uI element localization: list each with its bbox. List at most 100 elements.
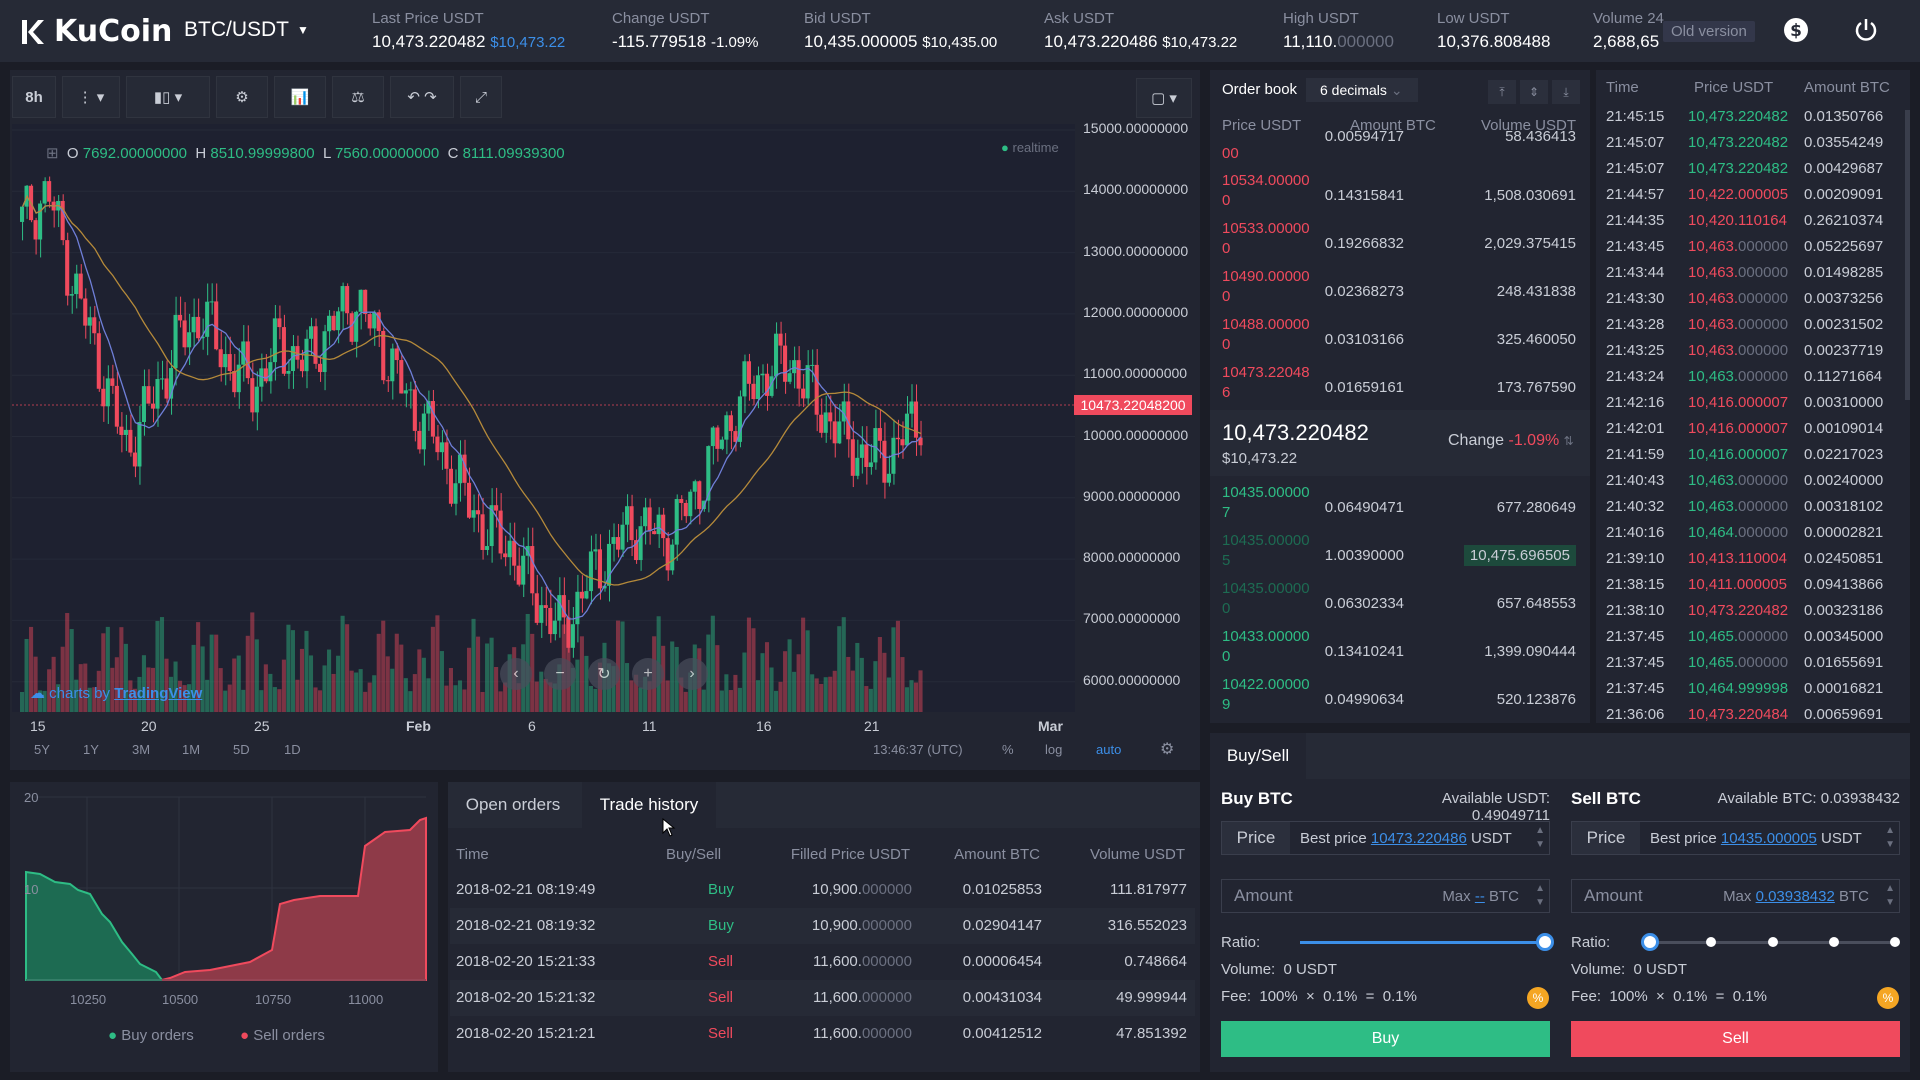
discount-badge-icon[interactable]: % <box>1527 987 1549 1009</box>
stepper-icon[interactable]: ▲ ▼ <box>1535 883 1545 908</box>
buy-max: Max -- BTC <box>1442 888 1519 905</box>
sell-ratio-slider[interactable] <box>1641 933 1900 951</box>
trade-time: 21:45:07 <box>1606 160 1665 177</box>
stepper-icon[interactable]: ▲ ▼ <box>1535 825 1545 850</box>
tradingview-attribution[interactable]: ☁ charts by TradingView <box>30 685 203 702</box>
reset-icon[interactable]: ↻ <box>588 658 620 690</box>
view-bids-icon[interactable]: ⤓ <box>1552 80 1580 104</box>
tab-open-orders[interactable]: Open orders <box>465 795 561 814</box>
table-row[interactable]: 2018-02-20 15:21:33 Sell 11,600.000000 0.00… <box>450 944 1195 980</box>
buy-best-price-link[interactable]: 10473.220486 <box>1370 830 1467 847</box>
percent-toggle[interactable]: % <box>1002 742 1014 757</box>
settings-icon[interactable]: ⚙ <box>216 76 268 118</box>
ask-volume: 248.431838 <box>1496 283 1576 300</box>
depth-x-tick: 10500 <box>162 992 199 1007</box>
slider-handle[interactable] <box>1536 933 1554 951</box>
orderbook-bid-row[interactable]: 10422.000009 0.04990634 520.123876 <box>1210 675 1590 723</box>
zoom-in-icon[interactable]: + <box>632 658 664 690</box>
buy-button[interactable]: Buy <box>1221 1021 1550 1057</box>
candle <box>308 317 314 712</box>
old-version-button[interactable]: Old version <box>1663 21 1755 42</box>
interval-dropdown[interactable]: ⋮ ▾ <box>62 76 120 118</box>
table-row[interactable]: 2018-02-21 08:19:49 Buy 10,900.000000 0.010… <box>450 872 1195 908</box>
trade-time: 21:45:07 <box>1606 134 1665 151</box>
power-icon[interactable] <box>1853 17 1879 43</box>
tab-trade-history[interactable]: Trade history <box>582 782 716 828</box>
candle <box>611 523 616 712</box>
pair-selector[interactable]: BTC/USDT ▼ <box>184 18 309 42</box>
interval-button[interactable]: 8h <box>12 76 56 118</box>
trade-row: 21:45:07 10,473.220482 0.03554249 <box>1600 131 1900 157</box>
buy-max-link[interactable]: -- <box>1474 888 1485 905</box>
decimals-select[interactable]: 6 decimals ⌄ <box>1306 78 1418 102</box>
table-row[interactable]: 2018-02-21 08:19:32 Buy 10,900.000000 0.029… <box>450 908 1195 944</box>
slider-step[interactable] <box>1767 937 1778 947</box>
stepper-icon[interactable]: ▲ ▼ <box>1885 825 1895 850</box>
table-row[interactable]: 2018-02-20 15:21:21 Sell 11,600.000000 0.00… <box>450 1016 1195 1052</box>
dollar-icon[interactable]: $ <box>1783 17 1809 43</box>
slider-step[interactable] <box>1890 937 1900 947</box>
range-button-1m[interactable]: 1M <box>182 742 201 757</box>
chart-settings-icon[interactable]: ⚙ <box>1160 741 1175 758</box>
candle <box>570 606 575 712</box>
sell-price-input[interactable]: Price Best price 10435.000005 USDT ▲ ▼ <box>1571 821 1900 855</box>
log-toggle[interactable]: log <box>1045 742 1063 757</box>
scroll-left-icon[interactable]: ‹ <box>500 658 532 690</box>
candle <box>141 369 146 712</box>
orderbook-bid-row[interactable]: 10435.000007 0.06490471 677.280649 <box>1210 483 1590 531</box>
range-button-1y[interactable]: 1Y <box>83 742 99 757</box>
range-button-5d[interactable]: 5D <box>233 742 250 757</box>
slider-step[interactable] <box>1706 937 1717 947</box>
layout-icon[interactable]: ▢ ▾ <box>1136 78 1192 118</box>
tab-buy-sell[interactable]: Buy/Sell <box>1210 733 1306 779</box>
col-amount: Amount BTC <box>954 846 1040 863</box>
trade-row: 21:43:45 10,463.000000 0.05225697 <box>1600 235 1900 261</box>
buy-price-input[interactable]: Price Best price 10473.220486 USDT ▲ ▼ <box>1221 821 1550 855</box>
auto-toggle[interactable]: auto <box>1096 742 1122 757</box>
orderbook-ask-row[interactable]: 10534.000000 0.14315841 1,508.030691 <box>1210 171 1590 217</box>
buy-amount-label: Amount <box>1234 886 1293 905</box>
orderbook-ask-row[interactable]: 00 0.00594717 58.436413 <box>1210 128 1590 162</box>
orderbook-bid-row[interactable]: 10433.000000 0.13410241 1,399.090444 <box>1210 627 1590 675</box>
orderbook-ask-row[interactable]: 10488.000000 0.03103166 325.460050 <box>1210 315 1590 361</box>
sell-best-price-link[interactable]: 10435.000005 <box>1720 830 1817 847</box>
range-button-3m[interactable]: 3M <box>132 742 151 757</box>
trades-scrollbar[interactable] <box>1905 110 1910 400</box>
fullscreen-icon[interactable]: ⤢ <box>460 76 502 118</box>
sell-amount-input[interactable]: Amount Max 0.03938432 BTC ▲ ▼ <box>1571 879 1900 913</box>
indicators-icon[interactable]: 📊 <box>274 76 326 118</box>
compare-icon[interactable]: ⚖ <box>332 76 384 118</box>
stepper-icon[interactable]: ▲ ▼ <box>1885 883 1895 908</box>
buy-available: Available USDT: 0.49049711 <box>1441 790 1550 824</box>
stat-change: Change USDT -115.779518 -1.09% <box>612 10 759 51</box>
orderbook-panel <box>1210 70 1590 723</box>
undo-redo-icon[interactable]: ↶ ↷ <box>390 76 454 118</box>
orderbook-ask-row[interactable]: 10490.000000 0.02368273 248.431838 <box>1210 267 1590 313</box>
sell-max-link[interactable]: 0.03938432 <box>1755 888 1835 905</box>
brand[interactable]: KuCoin <box>18 14 172 49</box>
orderbook-bid-row[interactable]: 10435.000005 1.00390000 10,475.696505 <box>1210 531 1590 579</box>
trade-time: 21:43:25 <box>1606 342 1665 359</box>
range-button-1d[interactable]: 1D <box>284 742 301 757</box>
view-both-icon[interactable]: ⇕ <box>1520 80 1548 104</box>
orderbook-bid-row[interactable]: 10435.000000 0.06302334 657.648553 <box>1210 579 1590 627</box>
candle-type-icon[interactable]: ▮▯ ▾ <box>126 76 210 118</box>
zoom-out-icon[interactable]: − <box>544 658 576 690</box>
bid-amount: 0.04990634 <box>1324 691 1404 708</box>
slider-step[interactable] <box>1828 937 1839 947</box>
scroll-right-icon[interactable]: › <box>676 658 708 690</box>
sell-button[interactable]: Sell <box>1571 1021 1900 1057</box>
candle <box>110 364 115 712</box>
buy-amount-input[interactable]: Amount Max -- BTC ▲ ▼ <box>1221 879 1550 913</box>
order-time: 2018-02-21 08:19:49 <box>456 881 596 898</box>
discount-badge-icon[interactable]: % <box>1877 987 1899 1009</box>
orderbook-ask-row[interactable]: 10533.000000 0.19266832 2,029.375415 <box>1210 219 1590 265</box>
view-asks-icon[interactable]: ⤒ <box>1488 80 1516 104</box>
candlestick-chart[interactable] <box>12 124 1075 712</box>
range-button-5y[interactable]: 5Y <box>34 742 50 757</box>
buy-ratio-slider[interactable] <box>1300 933 1554 951</box>
ask-volume: 325.460050 <box>1496 331 1576 348</box>
slider-handle[interactable] <box>1641 933 1659 951</box>
orderbook-ask-row[interactable]: 10473.220486 0.01659161 173.767590 <box>1210 363 1590 409</box>
table-row[interactable]: 2018-02-20 15:21:32 Sell 11,600.000000 0.00… <box>450 980 1195 1016</box>
